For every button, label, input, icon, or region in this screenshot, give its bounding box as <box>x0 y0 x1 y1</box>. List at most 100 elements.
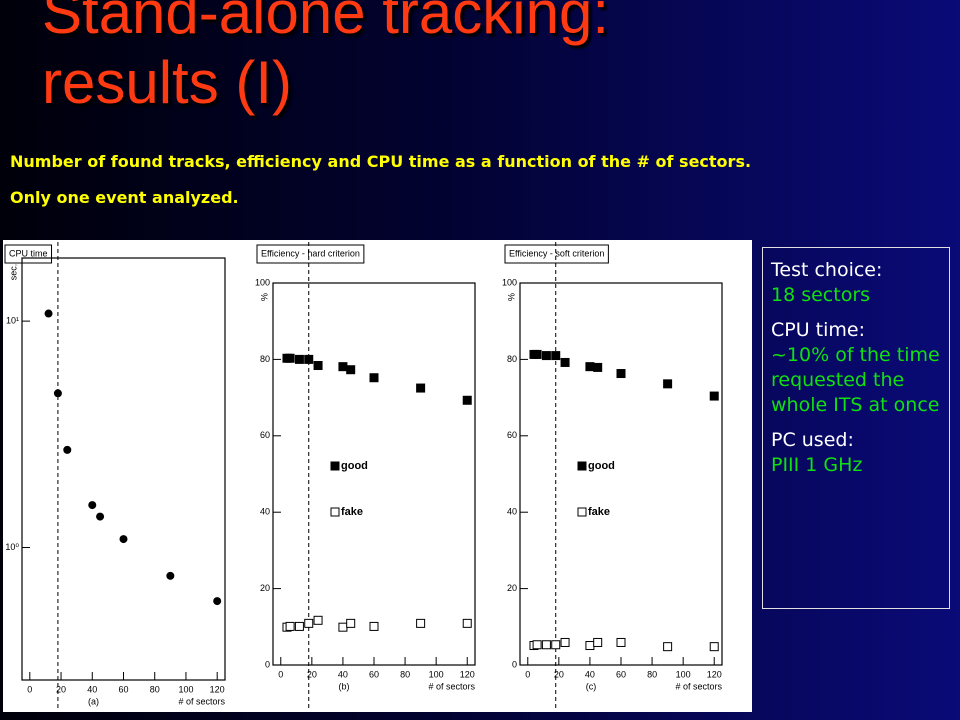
chart-title-box <box>4 244 53 264</box>
note: CPU time: ~10% of the time requested the … <box>771 318 941 418</box>
point <box>663 379 673 389</box>
x-tick-label: 20 <box>56 684 66 694</box>
point <box>593 637 603 647</box>
point <box>532 640 542 650</box>
point <box>88 501 97 510</box>
note-text: PIII 1 GHz <box>771 454 863 476</box>
point <box>63 445 72 454</box>
point <box>369 373 379 383</box>
y-tick-label: 20 <box>507 583 517 593</box>
y-tick-label: 100 <box>255 277 270 287</box>
point <box>585 362 595 372</box>
x-tick-label: 0 <box>525 669 530 679</box>
chart-panel <box>3 240 752 712</box>
note-text: 18 sectors <box>771 284 871 306</box>
x-tick-label: 20 <box>307 669 317 679</box>
point <box>709 391 719 401</box>
y-tick-label: 40 <box>507 507 517 517</box>
y-tick-label: 0 <box>512 659 517 669</box>
point <box>294 621 304 631</box>
x-tick-label: 120 <box>460 669 475 679</box>
note: PC used: PIII 1 GHz <box>771 428 941 478</box>
y-tick-label: 10¹ <box>6 315 19 325</box>
x-tick-label: 80 <box>647 669 657 679</box>
point <box>53 389 62 398</box>
x-axis-label: # of sectors <box>675 681 722 691</box>
x-tick-label: 120 <box>707 669 722 679</box>
y-tick-label: 80 <box>260 354 270 364</box>
point <box>541 351 551 361</box>
slide-title: Stand-alone tracking: results (I) <box>42 0 609 118</box>
subtitle: Only one event analyzed. <box>10 188 239 207</box>
point <box>709 642 719 652</box>
panel-label: (a) <box>88 696 99 706</box>
x-tick-label: 20 <box>554 669 564 679</box>
y-axis-label: % <box>506 293 516 301</box>
point <box>551 640 561 650</box>
point <box>462 395 472 405</box>
x-tick-label: 100 <box>676 669 691 679</box>
chart-title: Efficiency - soft criterion <box>509 248 604 258</box>
y-tick-label: 40 <box>260 507 270 517</box>
panel-label: (b) <box>339 681 350 691</box>
point <box>560 637 570 647</box>
point <box>304 354 314 364</box>
x-tick-label: 60 <box>118 684 128 694</box>
note-label: PC used: <box>771 429 854 451</box>
chart-title-box <box>504 244 609 264</box>
chart-title: CPU time <box>9 248 48 258</box>
x-tick-label: 0 <box>278 669 283 679</box>
legend-label: fake <box>588 506 610 518</box>
point <box>338 362 348 372</box>
panel-label: (c) <box>586 681 597 691</box>
legend-marker <box>330 461 340 471</box>
point <box>96 512 105 521</box>
legend-marker <box>577 461 587 471</box>
note-label: Test choice: <box>771 259 883 281</box>
notes-box: Test choice: 18 sectors CPU time: ~10% of … <box>762 247 950 609</box>
x-axis-label: # of sectors <box>178 696 225 706</box>
point <box>119 535 128 544</box>
point <box>313 615 323 625</box>
y-tick-label: 10⁰ <box>5 542 19 552</box>
point <box>44 309 53 318</box>
note: Test choice: 18 sectors <box>771 258 941 308</box>
chart-title-box <box>256 244 365 264</box>
point <box>213 597 222 606</box>
legend-label: good <box>341 460 368 472</box>
x-tick-label: 40 <box>585 669 595 679</box>
y-tick-label: 100 <box>502 277 517 287</box>
x-tick-label: 40 <box>338 669 348 679</box>
chart-title: Efficiency - hard criterion <box>261 248 360 258</box>
point <box>462 618 472 628</box>
point <box>346 365 356 375</box>
point <box>585 641 595 651</box>
y-tick-label: 20 <box>260 583 270 593</box>
x-tick-label: 0 <box>27 684 32 694</box>
y-tick-label: 60 <box>260 430 270 440</box>
point <box>285 621 295 631</box>
point <box>166 571 175 580</box>
y-tick-label: 0 <box>265 659 270 669</box>
legend-marker <box>577 507 587 517</box>
x-tick-label: 100 <box>429 669 444 679</box>
point <box>663 642 673 652</box>
point <box>416 618 426 628</box>
x-tick-label: 100 <box>178 684 193 694</box>
y-tick-label: 80 <box>507 354 517 364</box>
point <box>560 357 570 367</box>
legend-marker <box>330 507 340 517</box>
x-tick-label: 80 <box>150 684 160 694</box>
point <box>313 361 323 371</box>
note-text: ~10% of the time requested the whole ITS… <box>771 344 940 416</box>
note-label: CPU time: <box>771 319 865 341</box>
point <box>551 351 561 361</box>
point <box>285 353 295 363</box>
x-tick-label: 80 <box>400 669 410 679</box>
point <box>532 349 542 359</box>
point <box>294 354 304 364</box>
y-axis-label: sec. <box>8 264 18 281</box>
title-line: results (I) <box>42 49 293 116</box>
